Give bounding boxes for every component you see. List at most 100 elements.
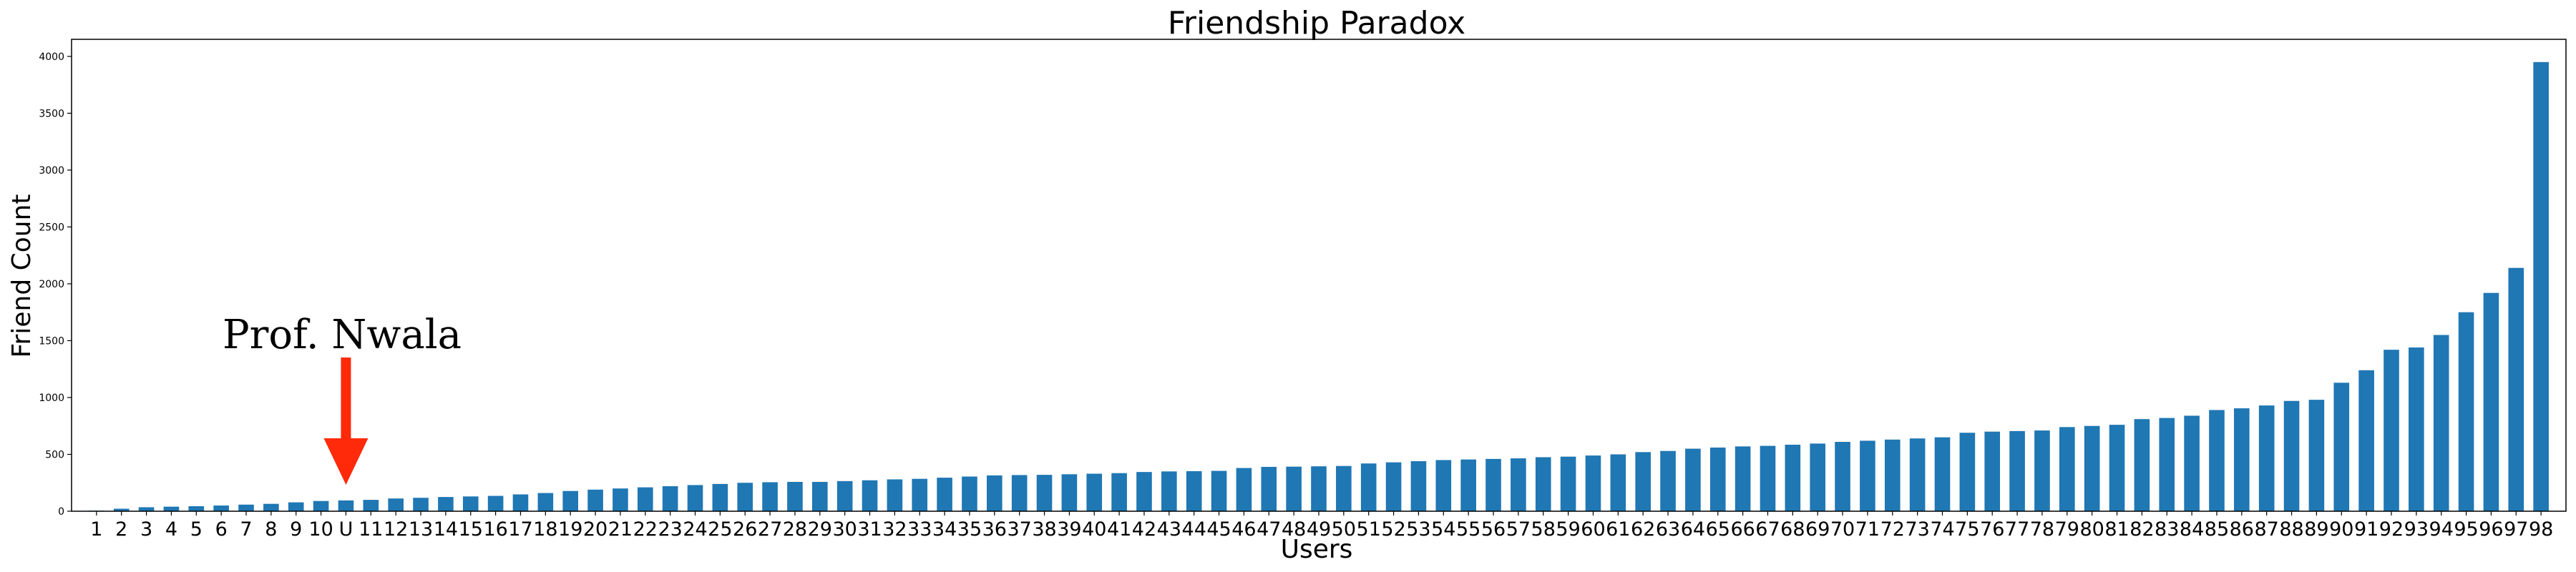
x-tick-label-42: 42: [1132, 518, 1156, 541]
x-tick-label-13: 13: [409, 518, 433, 541]
x-tick-label-19: 19: [558, 518, 582, 541]
bar-82: [2134, 419, 2150, 511]
bar-45: [1211, 470, 1227, 511]
bar-40: [1086, 473, 1103, 511]
x-tick-label-9: 9: [290, 518, 302, 541]
x-tick-label-63: 63: [1656, 518, 1680, 541]
bars-group: [89, 61, 2549, 511]
bar-21: [613, 488, 628, 511]
bar-49: [1311, 466, 1327, 511]
x-tick-label-65: 65: [1706, 518, 1730, 541]
x-tick-label-98: 98: [2529, 518, 2553, 541]
x-tick-label-11: 11: [358, 518, 383, 541]
bar-46: [1236, 468, 1252, 511]
bar-35: [962, 476, 977, 511]
x-tick-label-56: 56: [1481, 518, 1506, 541]
x-tick-label-81: 81: [2104, 518, 2129, 541]
x-tick-label-27: 27: [758, 518, 782, 541]
bar-22: [637, 487, 653, 511]
bar-13: [413, 498, 429, 511]
x-tick-label-3: 3: [140, 518, 152, 541]
x-tick-label-87: 87: [2255, 518, 2279, 541]
x-tick-label-24: 24: [683, 518, 707, 541]
x-tick-label-14: 14: [434, 518, 458, 541]
bar-15: [462, 496, 479, 511]
bar-2: [113, 508, 130, 511]
bar-79: [2059, 427, 2075, 511]
bar-30: [836, 480, 853, 511]
arrow-shaft: [341, 358, 351, 440]
x-tick-label-93: 93: [2404, 518, 2429, 541]
bar-6: [213, 506, 229, 511]
y-tick-label-4000: 4000: [39, 51, 64, 63]
x-tick-label-84: 84: [2180, 518, 2204, 541]
x-tick-label-55: 55: [1456, 518, 1480, 541]
bar-16: [487, 495, 504, 511]
x-tick-label-1: 1: [90, 518, 102, 541]
x-tick-label-16: 16: [483, 518, 507, 541]
x-tick-label-38: 38: [1032, 518, 1056, 541]
x-tick-label-2: 2: [115, 518, 127, 541]
x-tick-label-85: 85: [2205, 518, 2229, 541]
x-tick-label-75: 75: [1955, 518, 1979, 541]
x-tick-label-6: 6: [215, 518, 228, 541]
bar-80: [2084, 425, 2100, 511]
bar-8: [263, 503, 279, 511]
x-tick-label-47: 47: [1257, 518, 1281, 541]
bar-50: [1336, 465, 1352, 511]
x-tick-label-82: 82: [2129, 518, 2154, 541]
bar-47: [1261, 466, 1277, 511]
x-tick-label-96: 96: [2479, 518, 2503, 541]
bar-91: [2358, 370, 2374, 511]
x-tick-label-4: 4: [165, 518, 177, 541]
x-tick-label-72: 72: [1880, 518, 1905, 541]
bar-29: [811, 481, 828, 511]
bar-85: [2209, 410, 2225, 511]
bar-66: [1735, 446, 1751, 511]
bar-28: [787, 481, 803, 511]
y-tick-label-0: 0: [58, 506, 64, 518]
bar-92: [2384, 350, 2399, 511]
bar-95: [2458, 312, 2474, 511]
x-tick-label-77: 77: [2005, 518, 2029, 541]
x-tick-label-41: 41: [1107, 518, 1131, 541]
bar-60: [1585, 455, 1601, 511]
x-tick-label-57: 57: [1506, 518, 1531, 541]
bar-10: [313, 500, 329, 511]
x-tick-label-40: 40: [1082, 518, 1106, 541]
bar-36: [987, 475, 1002, 511]
bar-20: [587, 489, 603, 511]
x-tick-label-31: 31: [857, 518, 882, 541]
x-axis-label: Users: [1281, 535, 1353, 564]
annotation-arrow: [323, 358, 369, 485]
x-ticks: 1 2 3 4 5 6 7 8 9 10 U 11 12 13 14 15 16 17 18 19 20 21 22 23 24…: [90, 511, 2553, 541]
bar-96: [2483, 292, 2499, 511]
x-tick-label-67: 67: [1755, 518, 1780, 541]
bar-5: [188, 506, 205, 511]
x-tick-label-73: 73: [1905, 518, 1929, 541]
bar-74: [1934, 437, 1951, 511]
bar-90: [2333, 383, 2350, 511]
bar-7: [238, 504, 254, 511]
bar-59: [1560, 456, 1576, 511]
bar-64: [1685, 448, 1701, 511]
x-tick-label-60: 60: [1581, 518, 1605, 541]
x-tick-label-37: 37: [1008, 518, 1032, 541]
x-tick-label-83: 83: [2155, 518, 2179, 541]
chart-title: Friendship Paradox: [1168, 5, 1465, 41]
bar-58: [1535, 457, 1551, 511]
x-tick-label-69: 69: [1805, 518, 1830, 541]
bar-63: [1660, 450, 1676, 511]
bar-73: [1909, 438, 1926, 511]
x-tick-label-30: 30: [832, 518, 857, 541]
x-tick-label-53: 53: [1406, 518, 1430, 541]
x-tick-label-51: 51: [1357, 518, 1381, 541]
bar-89: [2308, 400, 2325, 511]
x-tick-label-68: 68: [1780, 518, 1805, 541]
x-tick-label-23: 23: [658, 518, 682, 541]
bar-62: [1635, 452, 1651, 511]
x-tick-label-29: 29: [808, 518, 832, 541]
x-tick-label-92: 92: [2379, 518, 2404, 541]
x-tick-label-25: 25: [708, 518, 732, 541]
